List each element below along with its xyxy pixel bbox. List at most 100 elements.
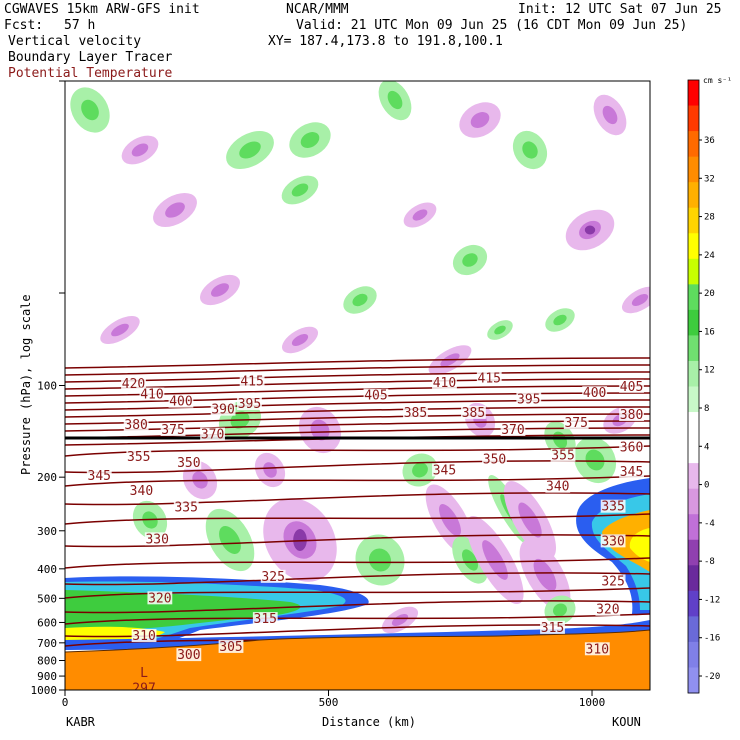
colorbar-label: 36 <box>704 136 715 146</box>
downdraft-cell <box>504 481 556 559</box>
theta-label-bg <box>619 440 644 454</box>
downdraft-cell <box>593 94 627 136</box>
downdraft-cell <box>298 406 342 454</box>
theta-label: 310 <box>586 642 609 657</box>
cell-core <box>111 323 129 337</box>
y-tick-label: 700 <box>37 637 57 650</box>
colorbar-label: 28 <box>704 213 715 223</box>
cell-core <box>470 112 490 128</box>
theta-label: 410 <box>140 387 163 402</box>
theta-label-bg <box>600 534 626 548</box>
x-axis-title: Distance (km) <box>322 715 416 729</box>
theta-label: 330 <box>145 532 168 547</box>
colorbar-label: 20 <box>704 289 715 299</box>
colorbar-swatch <box>688 207 699 234</box>
theta-label: 360 <box>620 441 643 456</box>
theta-label: 390 <box>211 403 234 418</box>
theta-label: 350 <box>483 453 506 468</box>
downdraft-cell <box>100 316 140 344</box>
theta-label: 345 <box>433 463 456 478</box>
cell-core <box>131 143 149 157</box>
downdraft-cell <box>263 498 337 582</box>
theta-label-bg <box>210 402 236 416</box>
theta-label-bg <box>516 392 542 406</box>
theta-label: 330 <box>601 534 624 549</box>
downdraft-cell <box>621 286 650 314</box>
cell-core <box>518 502 542 538</box>
theta-label: 380 <box>124 418 147 433</box>
theta-label: 420 <box>122 377 145 392</box>
cell-core <box>387 90 403 110</box>
colorbar: 36 32 28 24 20 16 12 8 4 0 -4 -8 -12 -16 -20 <box>687 79 720 694</box>
theta-label-bg <box>432 463 457 477</box>
colorbar-label: -16 <box>704 634 720 644</box>
cell-core <box>239 141 261 159</box>
updraft-cell <box>487 320 513 340</box>
cell-core <box>602 105 618 125</box>
field-boundary-layer-tracer: Boundary Layer Tracer <box>8 50 173 65</box>
colorbar-swatch <box>688 335 699 362</box>
colorbar-label: 16 <box>704 327 715 337</box>
theta-label: 400 <box>169 395 192 410</box>
cell-core <box>462 549 478 571</box>
cross-section-endpoints: XY= 187.4,173.8 to 191.8,100.1 <box>268 34 503 49</box>
theta-label-bg <box>582 386 608 400</box>
x-tick-label: 0 <box>62 696 69 709</box>
theta-contour <box>65 534 650 548</box>
theta-label: 320 <box>148 591 171 606</box>
cell-core <box>263 462 277 478</box>
theta-label-bg <box>260 569 286 583</box>
cell-core <box>81 99 99 121</box>
theta-contour <box>65 492 650 506</box>
colorbar-label: 8 <box>704 404 709 414</box>
downdraft-cell <box>459 102 501 138</box>
theta-label-bg <box>500 422 526 436</box>
theta-label: 320 <box>596 603 619 618</box>
cell-core <box>522 141 538 159</box>
theta-label-bg <box>237 396 262 410</box>
colorbar-swatch <box>688 565 699 592</box>
theta-label: 340 <box>130 484 153 499</box>
y-tick-label: 300 <box>37 525 57 538</box>
theta-label-bg <box>550 448 576 462</box>
theta-label-bg <box>147 591 173 605</box>
field-vertical-velocity: Vertical velocity <box>8 34 142 49</box>
colorbar-swatch <box>688 360 699 387</box>
cell-core <box>553 314 567 326</box>
low-marker: L <box>140 666 148 681</box>
model-title: CGWAVES 15km ARW-GFS init <box>4 2 200 17</box>
cell-core <box>462 253 478 267</box>
downdraft-cell <box>200 274 240 306</box>
y-axis-title: Pressure (hPa), log scale <box>19 294 33 475</box>
colorbar-swatch <box>688 284 699 311</box>
theta-label-bg <box>363 388 389 402</box>
colorbar-label: -8 <box>704 557 715 567</box>
colorbar-swatch <box>688 641 699 668</box>
theta-contour <box>65 385 650 397</box>
cell-peak <box>584 225 596 235</box>
theta-label-bg <box>482 452 507 466</box>
cell-core <box>631 294 649 306</box>
colorbar-swatch <box>688 590 699 617</box>
theta-contour <box>65 572 650 586</box>
theta-label-bg <box>563 416 589 430</box>
cell-core <box>352 293 368 307</box>
updraft-cell <box>378 81 412 121</box>
forecast-hour: 57 h <box>64 18 96 33</box>
theta-label: 300 <box>177 648 200 663</box>
theta-contour <box>65 613 650 625</box>
cell-core <box>553 603 567 617</box>
theta-label-bg <box>173 500 199 514</box>
cell-core <box>533 558 557 592</box>
y-tick-label: 200 <box>37 471 57 484</box>
cell-core <box>439 504 461 536</box>
updraft-cell <box>205 508 255 572</box>
colorbar-swatch <box>688 233 699 260</box>
theta-label: 370 <box>501 423 524 438</box>
colorbar-swatch <box>688 258 699 285</box>
theta-label: 325 <box>601 574 624 589</box>
updraft-cell <box>343 286 377 314</box>
